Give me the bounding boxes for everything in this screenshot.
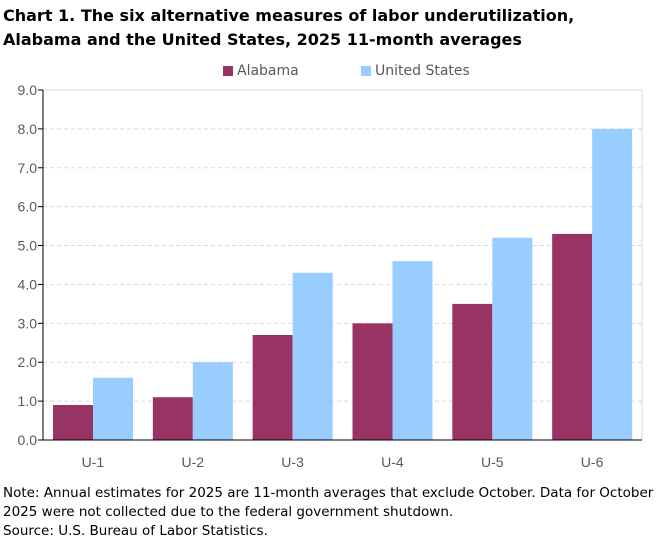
chart-title: Chart 1. The six alternative measures of… xyxy=(3,6,575,49)
footnote: Note: Annual estimates for 2025 are 11-m… xyxy=(3,484,661,541)
bar-alabama-u-1 xyxy=(53,405,93,440)
x-tick-label: U-6 xyxy=(581,454,604,470)
bar-alabama-u-6 xyxy=(552,233,593,440)
bar-alabama-u-5 xyxy=(452,303,493,440)
legend-item-united-states: United States xyxy=(361,63,470,79)
bar-united-states-u-1 xyxy=(93,377,133,440)
x-tick-label: U-2 xyxy=(181,454,204,470)
y-tick-label: 7.0 xyxy=(18,160,38,176)
y-tick-label: 2.0 xyxy=(18,354,38,370)
bar-alabama-u-3 xyxy=(252,335,293,440)
y-tick-label: 9.0 xyxy=(18,82,38,98)
y-tick-label: 8.0 xyxy=(18,121,38,137)
x-tick-label: U-4 xyxy=(381,454,404,470)
legend-swatch-alabama xyxy=(223,66,233,76)
legend-label: United States xyxy=(375,63,470,79)
source-text: Source: U.S. Bureau of Labor Statistics. xyxy=(3,523,268,539)
bar-united-states-u-5 xyxy=(492,237,533,440)
bar-united-states-u-2 xyxy=(192,362,233,440)
legend-label: Alabama xyxy=(237,63,299,79)
x-tick-label: U-3 xyxy=(281,454,304,470)
bar-alabama-u-2 xyxy=(152,397,193,440)
y-tick-label: 4.0 xyxy=(18,276,38,292)
y-tick-label: 3.0 xyxy=(18,315,38,331)
x-tick-label: U-1 xyxy=(82,454,105,470)
x-tick-label: U-5 xyxy=(481,454,504,470)
y-tick-label: 6.0 xyxy=(18,199,38,215)
note-text: Note: Annual estimates for 2025 are 11-m… xyxy=(3,485,654,520)
bar-united-states-u-4 xyxy=(392,261,433,440)
legend-item-alabama: Alabama xyxy=(223,63,299,79)
legend-swatch-us xyxy=(361,66,371,76)
bar-united-states-u-6 xyxy=(592,128,633,440)
y-tick-label: 5.0 xyxy=(18,238,38,254)
y-tick-label: 1.0 xyxy=(18,393,38,409)
bar-united-states-u-3 xyxy=(292,272,333,440)
bar-chart: 0.0 1.0 2.0 3.0 4.0 5.0 6.0 7.0 8.0 9.0 U-1 U-2 U-3 U… xyxy=(18,82,643,470)
bar-alabama-u-4 xyxy=(352,323,393,440)
y-tick-label: 0.0 xyxy=(18,432,38,448)
